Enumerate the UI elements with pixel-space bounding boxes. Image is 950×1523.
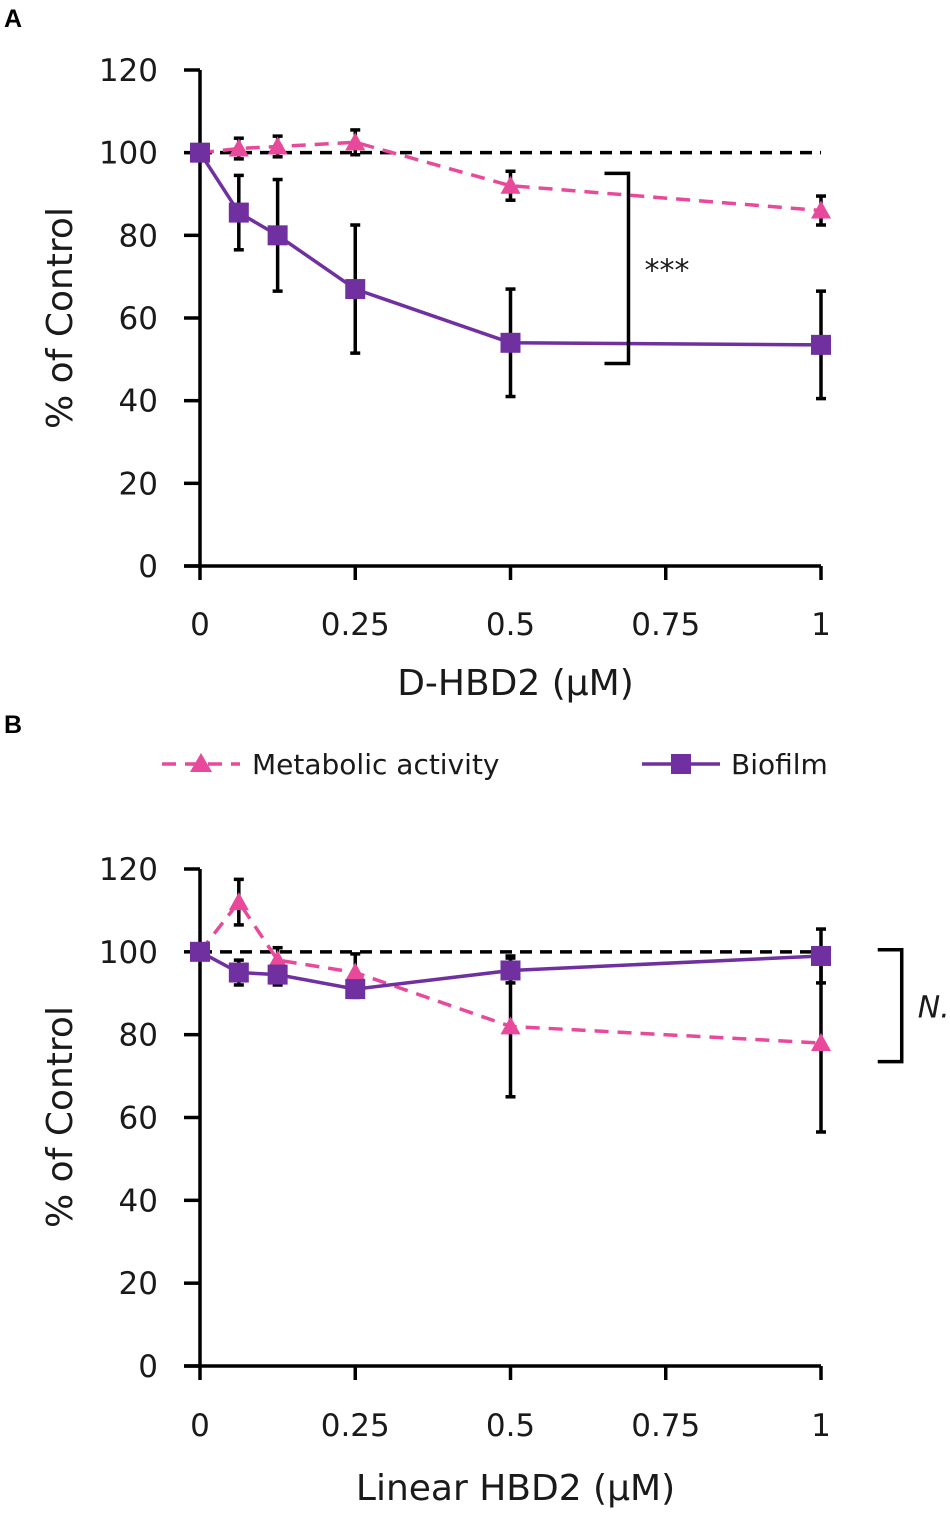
point-metabolic: [500, 1016, 521, 1035]
x-axis-title: D-HBD2 (μM): [397, 663, 634, 704]
y-tick-label: 100: [99, 136, 158, 172]
point-biofilm: [267, 225, 288, 246]
point-biofilm: [345, 279, 366, 300]
x-tick-label: 1: [811, 607, 831, 643]
y-axis-title: % of Control: [40, 1006, 81, 1228]
point-biofilm: [190, 941, 210, 962]
point-biofilm: [228, 962, 249, 983]
series-line-metabolic: [199, 140, 822, 213]
point-metabolic: [811, 1032, 831, 1051]
series-line-metabolic: [198, 899, 822, 1045]
y-tick-label: 40: [119, 384, 158, 420]
x-tick-label: 0.25: [321, 607, 390, 643]
point-biofilm: [500, 332, 521, 353]
point-biofilm: [267, 964, 288, 985]
y-tick-label: 0: [138, 1349, 158, 1385]
y-tick-label: 60: [119, 1101, 158, 1137]
x-tick-label: 1: [811, 1408, 831, 1444]
x-tick-label: 0.75: [631, 1408, 700, 1444]
y-tick-label: 80: [119, 218, 158, 254]
point-metabolic: [228, 138, 249, 157]
significance-label: N.S.: [918, 991, 950, 1026]
x-tick-label: 0.5: [486, 1408, 535, 1444]
legend-marker-metabolic: [190, 753, 212, 772]
significance-label: ***: [644, 253, 689, 288]
panel-b: B 0 20 40 60 80 100 120 0 0.25 0.5 0.75 1 Linear HBD…: [4, 711, 950, 1509]
panel-a: A 0 20 40 60 80 100 120 0 0.25 0.5 0.75 1 D-HBD2 (μM…: [4, 5, 831, 704]
y-tick-label: 20: [119, 1266, 158, 1302]
y-tick-label: 40: [119, 1183, 158, 1219]
y-tick-label: 60: [119, 301, 158, 337]
y-axis-title: % of Control: [40, 207, 81, 429]
significance-bracket: [604, 171, 631, 366]
significance-bracket: [877, 948, 904, 1064]
y-tick-label: 120: [99, 852, 158, 888]
x-tick-label: 0.75: [631, 607, 700, 643]
y-tick-label: 120: [99, 53, 158, 89]
point-biofilm: [228, 202, 249, 223]
point-biofilm: [811, 334, 831, 355]
point-metabolic: [267, 950, 288, 969]
point-biofilm: [190, 142, 210, 163]
legend-marker-biofilm: [671, 754, 691, 774]
x-tick-label: 0.25: [321, 1408, 390, 1444]
point-metabolic: [228, 892, 249, 911]
x-tick-label: 0.5: [486, 607, 535, 643]
point-biofilm: [500, 960, 521, 981]
panel-a-label: A: [4, 5, 22, 33]
point-metabolic: [345, 962, 366, 981]
y-tick-label: 80: [119, 1018, 158, 1054]
point-metabolic: [811, 200, 831, 219]
y-tick-label: 0: [138, 549, 158, 585]
x-tick-label: 0: [190, 1408, 210, 1444]
legend: Metabolic activity Biofilm: [162, 748, 828, 781]
panel-b-label: B: [4, 711, 22, 739]
point-biofilm: [811, 945, 831, 966]
y-tick-label: 20: [119, 466, 158, 502]
legend-label-biofilm: Biofilm: [731, 748, 828, 781]
x-tick-label: 0: [190, 607, 210, 643]
x-axis-title: Linear HBD2 (μM): [356, 1468, 675, 1509]
point-metabolic: [345, 132, 366, 151]
point-biofilm: [345, 979, 366, 1000]
point-metabolic: [267, 136, 288, 155]
point-metabolic: [500, 175, 521, 194]
legend-label-metabolic: Metabolic activity: [252, 748, 500, 781]
y-tick-label: 100: [99, 935, 158, 971]
